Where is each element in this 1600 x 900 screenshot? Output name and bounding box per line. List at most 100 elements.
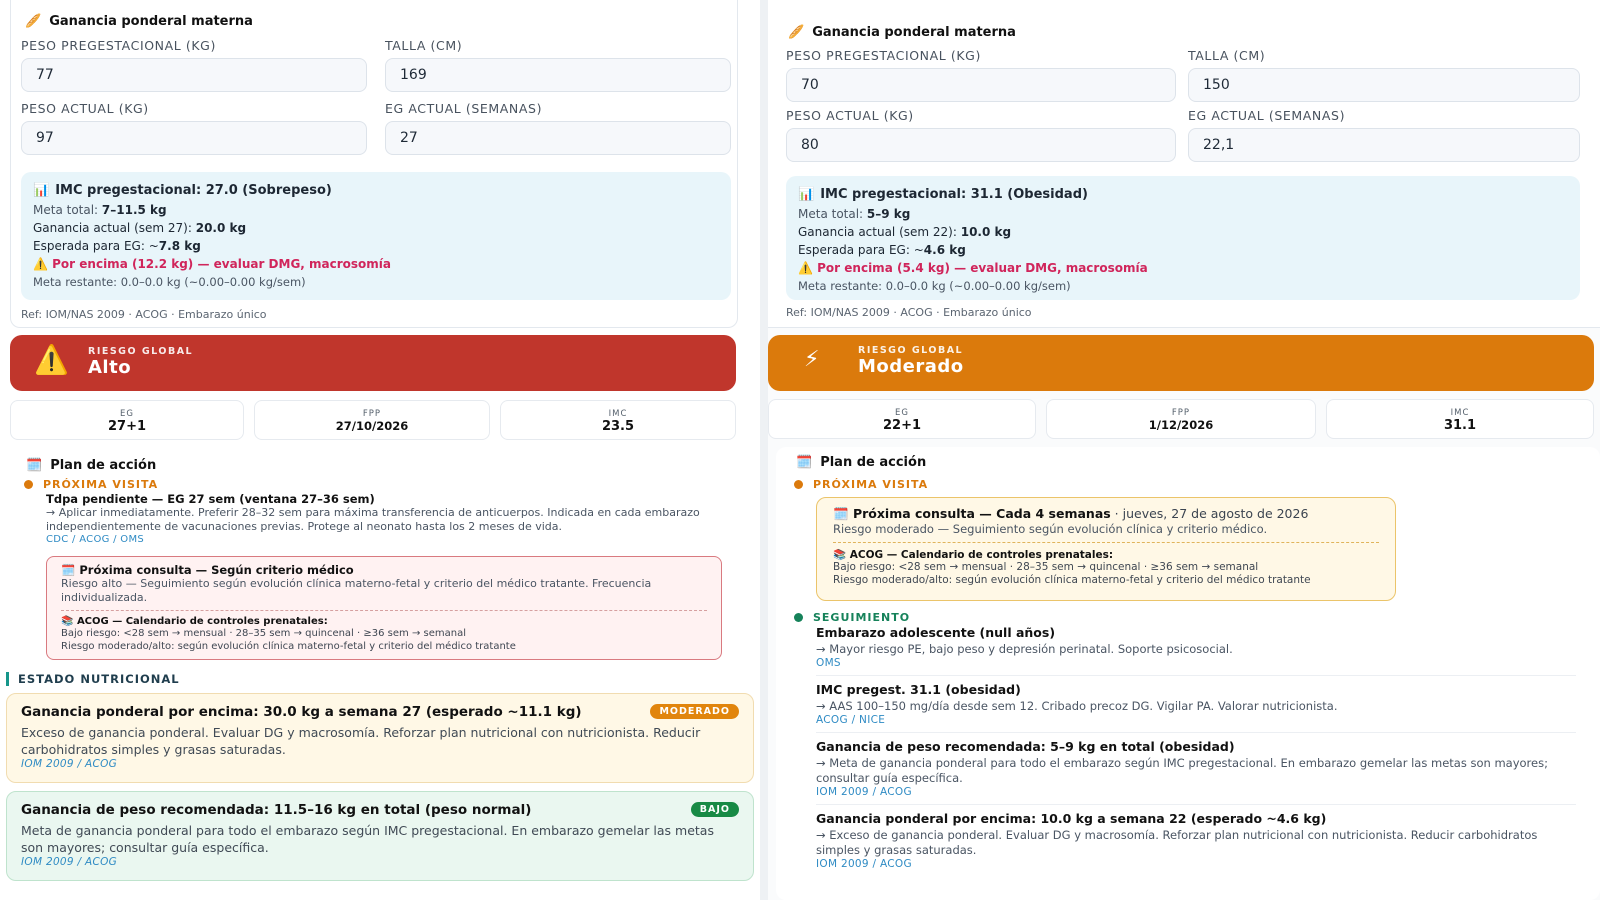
stat-label: IMC [608,409,628,419]
gestational-age-input[interactable]: 22,1 [1188,128,1580,162]
left-panel: 🥖 Ganancia ponderal materna PESO PREGEST… [0,0,760,900]
badge-low: BAJO [690,802,739,817]
risk-value: Moderado [858,356,964,377]
field-pregestational-weight: PESO PREGESTACIONAL (KG) 70 [786,48,1176,102]
item-title: Ganancia ponderal por encima: 10.0 kg a … [816,811,1327,826]
tdpa-item: Tdpa pendiente — EG 27 sem (ventana 27–3… [46,492,726,545]
risk-value: Alto [88,357,132,378]
books-icon: 📚 [833,549,847,561]
acog-line: Bajo riesgo: <28 sem → mensual · 28–35 s… [833,561,1259,573]
list-item: Ganancia de peso recomendada: 5–9 kg en … [816,733,1576,804]
warning-icon: ⚠️ [798,261,813,275]
warning-icon: ⚠️ [34,343,69,376]
bread-icon: 🥖 [788,25,805,40]
section-next-visit: PRÓXIMA VISITA [24,478,158,491]
remaining-goal: Meta restante: 0.0–0.0 kg (~0.00–0.00 kg… [33,275,306,289]
consult-title: 🗓️ Próxima consulta — Según criterio méd… [61,563,354,577]
height-input[interactable]: 150 [1188,68,1580,102]
field-label: PESO PREGESTACIONAL (KG) [786,48,981,63]
stat-value: 23.5 [601,419,635,434]
nutrition-item-title: Ganancia de peso recomendada: 11.5–16 kg… [21,802,532,818]
nutrition-item-source: IOM 2009 / ACOG [21,856,118,868]
weight-gain-title: 🥖 Ganancia ponderal materna [788,25,1016,40]
global-risk-banner: ⚡ RIESGO GLOBAL Moderado [768,335,1594,391]
nutrition-item-source: IOM 2009 / ACOG [21,758,118,770]
stat-value: 31.1 [1443,418,1477,433]
chart-icon: 📊 [798,187,815,202]
action-plan-title: 🗓️ Plan de acción [26,458,157,473]
acog-line: Riesgo moderado/alto: según evolución cl… [833,574,1311,586]
right-panel: 🥖 Ganancia ponderal materna PESO PREGEST… [768,0,1600,900]
gain-warning: ⚠️ Por encima (12.2 kg) — evaluar DMG, m… [33,257,392,271]
acog-title: 📚 ACOG — Calendario de controles prenata… [833,549,1114,561]
stat-fpp: FPP 1/12/2026 [1046,399,1316,439]
item-text: → AAS 100–150 mg/día desde sem 12. Criba… [816,699,1338,713]
item-source: CDC / ACOG / OMS [46,534,145,545]
field-height: TALLA (CM) 169 [385,38,731,92]
list-item: Ganancia ponderal por encima: 10.0 kg a … [816,805,1576,870]
calendar-icon: 🗓️ [61,563,76,577]
stat-value: 22+1 [882,418,922,433]
consult-text: Riesgo alto — Seguimiento según evolució… [61,577,652,604]
imc-summary: 📊 IMC pregestacional: 27.0 (Sobrepeso) Me… [21,172,731,300]
warning-icon: ⚠️ [33,257,48,271]
field-height: TALLA (CM) 150 [1188,48,1580,102]
meta-total: Meta total: 5–9 kg [798,207,911,221]
next-consult-box: 🗓️ Próxima consulta — Cada 4 semanas · j… [816,497,1396,601]
current-weight-input[interactable]: 97 [21,121,367,155]
list-item: Embarazo adolescente (null años) → Mayor… [816,625,1576,675]
risk-label: RIESGO GLOBAL [858,345,964,356]
field-current-weight: PESO ACTUAL (KG) 80 [786,108,1176,162]
item-source: IOM 2009 / ACOG [816,786,912,798]
panel-divider [760,0,768,900]
item-title: Ganancia de peso recomendada: 5–9 kg en … [816,739,1235,754]
pregestational-weight-input[interactable]: 77 [21,58,367,92]
field-label: PESO ACTUAL (KG) [786,108,914,123]
badge-moderate: MODERADO [650,704,739,719]
weight-gain-card: 🥖 Ganancia ponderal materna PESO PREGEST… [10,0,738,328]
current-weight-input[interactable]: 80 [786,128,1176,162]
dashed-divider [61,610,707,611]
consult-text: Riesgo moderado — Seguimiento según evol… [833,522,1268,536]
action-plan-title: 🗓️ Plan de acción [796,455,927,470]
expected-gain: Esperada para EG: ~7.8 kg [33,239,201,253]
height-input[interactable]: 169 [385,58,731,92]
global-risk-banner: ⚠️ RIESGO GLOBAL Alto [10,335,736,391]
calendar-icon: 🗓️ [833,506,849,521]
list-item: IMC pregest. 31.1 (obesidad) → AAS 100–1… [816,676,1576,732]
follow-up-list: Embarazo adolescente (null años) → Mayor… [816,625,1576,870]
books-icon: 📚 [61,616,74,627]
pregestational-weight-input[interactable]: 70 [786,68,1176,102]
nutrition-item-text: Meta de ganancia ponderal para todo el e… [21,823,714,855]
gain-warning: ⚠️ Por encima (5.4 kg) — evaluar DMG, ma… [798,261,1148,275]
field-current-weight: PESO ACTUAL (KG) 97 [21,101,367,155]
field-pregestational-weight: PESO PREGESTACIONAL (KG) 77 [21,38,367,92]
action-plan-card: 🗓️ Plan de acción PRÓXIMA VISITA Tdpa pen… [10,450,736,665]
field-label: TALLA (CM) [385,38,463,53]
nutrition-item-title: Ganancia ponderal por encima: 30.0 kg a … [21,704,582,720]
field-label: TALLA (CM) [1188,48,1266,63]
calendar-icon: 🗓️ [26,458,43,473]
stat-eg: EG 22+1 [768,399,1036,439]
current-gain: Ganancia actual (sem 22): 10.0 kg [798,225,1012,239]
item-source: IOM 2009 / ACOG [816,858,912,870]
green-dot [794,613,803,622]
stat-label: FPP [362,409,382,419]
meta-total: Meta total: 7–11.5 kg [33,203,167,217]
gestational-age-input[interactable]: 27 [385,121,731,155]
item-text: → Meta de ganancia ponderal para todo el… [816,756,1548,785]
field-gestational-age: EG ACTUAL (SEMANAS) 22,1 [1188,108,1580,162]
section-follow-up: SEGUIMIENTO [794,611,910,624]
nutrition-item: Ganancia de peso recomendada: 11.5–16 kg… [6,791,754,881]
imc-title: 📊 IMC pregestacional: 31.1 (Obesidad) [798,187,1088,202]
chart-icon: 📊 [33,183,50,198]
section-next-visit: PRÓXIMA VISITA [794,478,928,491]
bread-icon: 🥖 [25,14,42,29]
reference-text: Ref: IOM/NAS 2009 · ACOG · Embarazo únic… [786,306,1032,319]
item-divider [816,732,1576,733]
item-text: → Exceso de ganancia ponderal. Evaluar D… [816,828,1538,857]
acog-line: Bajo riesgo: <28 sem → mensual · 28–35 s… [61,628,466,639]
weight-gain-title: 🥖 Ganancia ponderal materna [25,14,253,29]
item-title: IMC pregest. 31.1 (obesidad) [816,682,1021,697]
nutrition-item-text: Exceso de ganancia ponderal. Evaluar DG … [21,725,701,757]
